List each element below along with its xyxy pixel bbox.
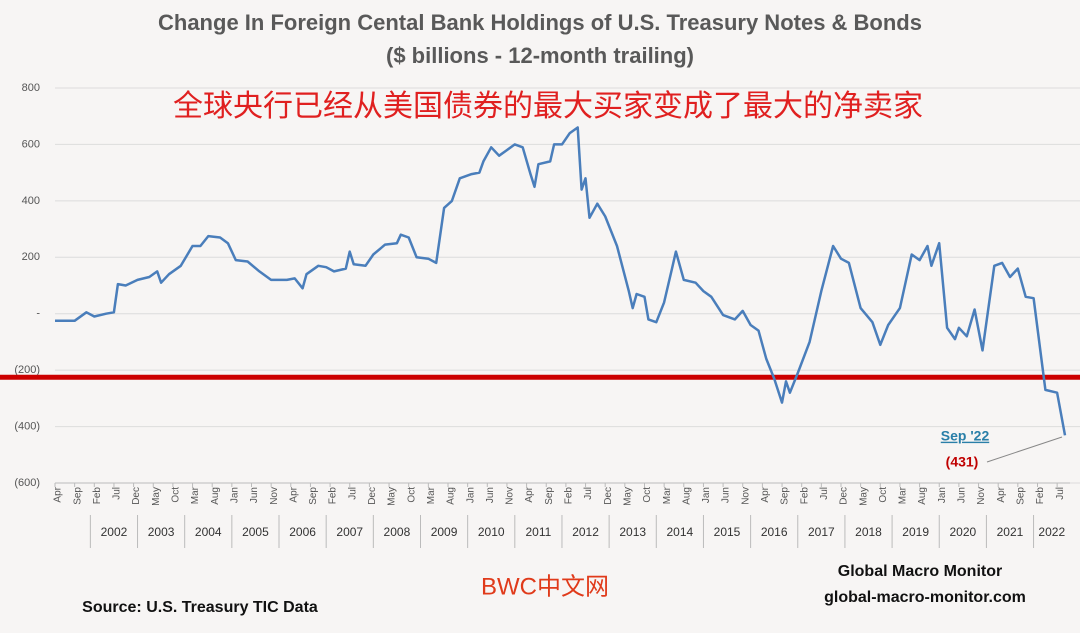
x-tick-label: Apr xyxy=(288,486,299,502)
x-tick-label: Aug xyxy=(446,487,457,505)
year-label: 2015 xyxy=(714,525,741,539)
x-tick-label: Mar xyxy=(190,486,201,504)
y-tick-label: (400) xyxy=(14,420,40,432)
x-tick-label: Dec xyxy=(131,487,142,505)
x-tick-label: Jul xyxy=(819,487,830,500)
x-tick-label: Dec xyxy=(603,487,614,505)
x-tick-label: Nov xyxy=(740,487,751,505)
x-tick-label: Jul xyxy=(112,487,123,500)
x-tick-label: Aug xyxy=(681,487,692,505)
year-label: 2008 xyxy=(384,525,411,539)
x-tick-label: Jun xyxy=(485,487,496,503)
x-tick-label: Sep xyxy=(72,487,83,505)
x-tick-label: Aug xyxy=(917,487,928,505)
last-value-label: (431) xyxy=(946,454,979,470)
year-label: 2004 xyxy=(195,525,222,539)
x-tick-label: Jan xyxy=(937,487,948,503)
x-tick-label: Mar xyxy=(662,486,673,504)
year-label: 2014 xyxy=(667,525,694,539)
data-line xyxy=(55,126,1067,436)
x-tick-label: Feb xyxy=(564,487,575,505)
website: global-macro-monitor.com xyxy=(824,589,1026,606)
year-label: 2016 xyxy=(761,525,788,539)
x-tick-label: Jul xyxy=(347,487,358,500)
x-tick-label: Apr xyxy=(760,486,771,502)
year-label: 2009 xyxy=(431,525,458,539)
x-tick-label: Mar xyxy=(426,486,437,504)
x-tick-label: Nov xyxy=(269,487,280,505)
y-tick-label: - xyxy=(36,308,40,320)
brand: Global Macro Monitor xyxy=(838,563,1002,580)
year-label: 2006 xyxy=(289,525,316,539)
year-label: 2007 xyxy=(336,525,363,539)
x-tick-label: Mar xyxy=(898,486,909,504)
x-tick-label: Apr xyxy=(524,486,535,502)
x-tick-label: Jan xyxy=(701,487,712,503)
x-tick-label: Feb xyxy=(92,487,103,505)
year-label: 2020 xyxy=(949,525,976,539)
y-tick-label: (600) xyxy=(14,477,40,489)
x-tick-label: Feb xyxy=(799,487,810,505)
x-tick-label: Feb xyxy=(328,487,339,505)
year-label: 2010 xyxy=(478,525,505,539)
leader-line xyxy=(986,436,1063,463)
year-label: 2022 xyxy=(1038,525,1065,539)
chart-title: Change In Foreign Cental Bank Holdings o… xyxy=(158,10,922,35)
year-label: 2011 xyxy=(525,525,551,539)
y-tick-label: 400 xyxy=(22,195,40,207)
x-tick-label: Oct xyxy=(406,487,417,503)
x-tick-label: Jun xyxy=(721,487,732,503)
x-tick-label: Feb xyxy=(1035,487,1046,505)
year-label: 2019 xyxy=(902,525,929,539)
x-tick-label: Oct xyxy=(171,487,182,503)
last-point-label: Sep '22 xyxy=(941,428,990,444)
year-label: 2017 xyxy=(808,525,835,539)
chart-subtitle: ($ billions - 12-month trailing) xyxy=(386,43,694,68)
x-tick-label: Sep xyxy=(780,487,791,505)
x-tick-label: Apr xyxy=(53,486,64,502)
x-tick-label: Nov xyxy=(505,487,516,505)
x-tick-label: May xyxy=(151,487,162,506)
year-label: 2018 xyxy=(855,525,882,539)
x-tick-label: Jun xyxy=(249,487,260,503)
year-label: 2012 xyxy=(572,525,599,539)
year-label: 2003 xyxy=(148,525,175,539)
x-tick-label: Jun xyxy=(957,487,968,503)
x-tick-label: Sep xyxy=(544,487,555,505)
x-tick-label: Jan xyxy=(229,487,240,503)
year-label: 2002 xyxy=(101,525,128,539)
x-tick-label: May xyxy=(622,487,633,506)
y-tick-label: 600 xyxy=(22,138,40,150)
y-tick-label: 200 xyxy=(22,251,40,263)
x-tick-label: May xyxy=(387,487,398,506)
x-tick-label: Sep xyxy=(308,487,319,505)
year-label: 2021 xyxy=(997,525,1024,539)
x-tick-label: Nov xyxy=(976,487,987,505)
year-label: 2013 xyxy=(619,525,646,539)
x-tick-label: Dec xyxy=(367,487,378,505)
x-tick-label: Oct xyxy=(878,487,889,503)
x-tick-label: Oct xyxy=(642,487,653,503)
x-tick-label: Jan xyxy=(465,487,476,503)
watermark: BWC中文网 xyxy=(481,573,609,600)
x-tick-label: Apr xyxy=(996,486,1007,502)
source: Source: U.S. Treasury TIC Data xyxy=(82,599,318,616)
year-label: 2005 xyxy=(242,525,269,539)
headline: 全球央行已经从美国债券的最大买家变成了最大的净卖家 xyxy=(173,90,923,123)
x-tick-label: Aug xyxy=(210,487,221,505)
y-tick-label: 800 xyxy=(22,82,40,94)
x-tick-label: Sep xyxy=(1015,487,1026,505)
x-tick-label: Dec xyxy=(839,487,850,505)
x-tick-label: May xyxy=(858,487,869,506)
x-tick-label: Jul xyxy=(1055,487,1066,500)
x-tick-label: Jul xyxy=(583,487,594,500)
y-tick-label: (200) xyxy=(14,364,40,376)
